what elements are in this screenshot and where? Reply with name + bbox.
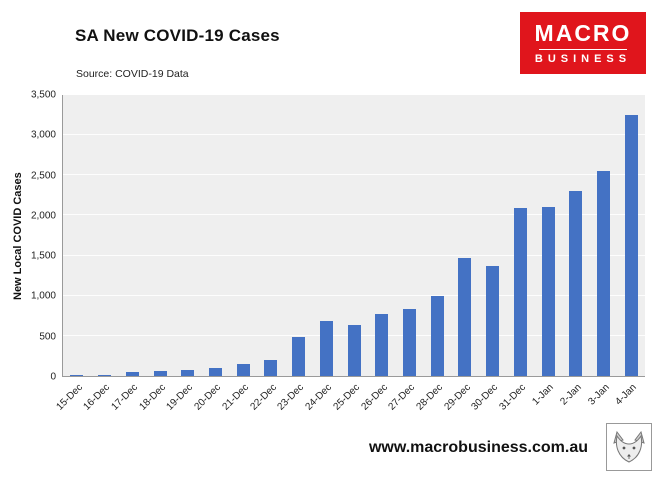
bar-17-Dec xyxy=(125,372,139,376)
logo-text-macro: MACRO xyxy=(534,19,632,46)
x-tick-label: 25-Dec xyxy=(331,382,362,413)
bar-2-Jan xyxy=(569,191,583,376)
bar-slot: 20-Dec xyxy=(193,95,230,413)
bar-slot: 18-Dec xyxy=(137,95,174,413)
x-tick-label: 30-Dec xyxy=(469,382,501,413)
y-tick-label: 2,000 xyxy=(30,210,56,222)
bar-slot: 24-Dec xyxy=(304,95,340,413)
bar-slot: 21-Dec xyxy=(220,95,257,413)
bar-31-Dec xyxy=(513,208,527,376)
x-tick-label: 19-Dec xyxy=(164,382,196,413)
bar-slot: 30-Dec xyxy=(470,95,507,413)
x-tick-label: 21-Dec xyxy=(220,382,251,413)
x-tick-label: 15-Dec xyxy=(54,382,85,413)
bar-27-Dec xyxy=(402,308,416,376)
bar-slot: 3-Jan xyxy=(586,95,618,407)
bar-slot: 28-Dec xyxy=(414,95,451,413)
wolf-logo xyxy=(606,423,652,471)
y-tick-label: 3,500 xyxy=(30,89,56,101)
bar-21-Dec xyxy=(236,363,250,376)
bar-slot: 27-Dec xyxy=(387,95,424,413)
x-tick-label: 31-Dec xyxy=(497,382,529,413)
bar-29-Dec xyxy=(458,257,472,376)
logo-text-business: BUSINESS xyxy=(534,52,632,65)
bar-slot: 4-Jan xyxy=(614,95,645,407)
x-tick-label: 17-Dec xyxy=(109,382,141,413)
x-tick-label: 27-Dec xyxy=(386,382,418,413)
bar-1-Jan xyxy=(541,207,555,376)
bar-3-Jan xyxy=(597,171,611,376)
website-url: www.macrobusiness.com.au xyxy=(368,439,588,456)
x-tick-label: 20-Dec xyxy=(192,382,224,413)
y-tick-label: 3,000 xyxy=(30,129,56,141)
chart-title: SA New COVID-19 Cases xyxy=(75,26,280,45)
bar-slot: 19-Dec xyxy=(165,95,202,413)
bar-slot: 16-Dec xyxy=(82,95,119,413)
bar-16-Dec xyxy=(98,374,112,376)
logo-divider xyxy=(539,48,627,50)
bar-slot: 2-Jan xyxy=(558,95,590,407)
bar-slot: 15-Dec xyxy=(54,95,91,413)
y-tick-label: 0 xyxy=(50,371,56,383)
bar-18-Dec xyxy=(153,371,167,376)
bar-slot: 1-Jan xyxy=(530,95,562,407)
bar-4-Jan xyxy=(624,115,638,376)
bar-26-Dec xyxy=(375,313,389,376)
x-tick-label: 24-Dec xyxy=(303,382,335,413)
x-tick-label: 2-Jan xyxy=(558,382,584,408)
bar-24-Dec xyxy=(319,320,333,376)
y-tick-label: 500 xyxy=(39,331,56,343)
y-tick-label: 1,000 xyxy=(30,290,56,302)
plot-area: 15-Dec 16-Dec 17-Dec 18-Dec 19-Dec 20-Dec 21-D… xyxy=(54,94,645,413)
x-tick-label: 4-Jan xyxy=(613,382,640,408)
bar-20-Dec xyxy=(208,367,222,376)
bar-22-Dec xyxy=(264,360,278,376)
bar-30-Dec xyxy=(486,265,500,376)
bar-slot: 26-Dec xyxy=(359,95,396,413)
macrobusiness-logo: MACRO BUSINESS xyxy=(520,12,646,74)
x-tick-label: 26-Dec xyxy=(358,382,390,413)
bar-15-Dec xyxy=(70,375,84,376)
bar-slot: 29-Dec xyxy=(442,95,479,413)
bar-slot: 23-Dec xyxy=(276,95,313,413)
y-tick-label: 1,500 xyxy=(30,250,56,262)
bar-28-Dec xyxy=(430,296,444,376)
x-tick-label: 23-Dec xyxy=(275,382,307,413)
x-tick-label: 16-Dec xyxy=(81,382,113,413)
x-tick-label: 3-Jan xyxy=(585,382,612,408)
bar-19-Dec xyxy=(181,369,195,376)
bar-slot: 31-Dec xyxy=(498,95,535,413)
x-tick-label: 28-Dec xyxy=(414,382,445,413)
x-tick-label: 22-Dec xyxy=(248,382,279,413)
bar-23-Dec xyxy=(292,337,306,376)
bar-slot: 22-Dec xyxy=(248,95,285,413)
y-tick-label: 2,500 xyxy=(30,170,56,182)
bar-25-Dec xyxy=(347,325,361,376)
x-tick-label: 18-Dec xyxy=(137,382,168,413)
bar-slot: 17-Dec xyxy=(109,95,146,413)
chart-source: Source: COVID-19 Data xyxy=(76,68,189,80)
x-tick-label: 29-Dec xyxy=(442,382,473,413)
bar-slot: 25-Dec xyxy=(331,95,368,413)
wolf-icon xyxy=(613,430,645,463)
x-tick-label: 1-Jan xyxy=(530,382,556,408)
y-axis-labels: 0 500 1,000 1,500 2,000 2,500 3,000 3,500 xyxy=(0,90,56,383)
